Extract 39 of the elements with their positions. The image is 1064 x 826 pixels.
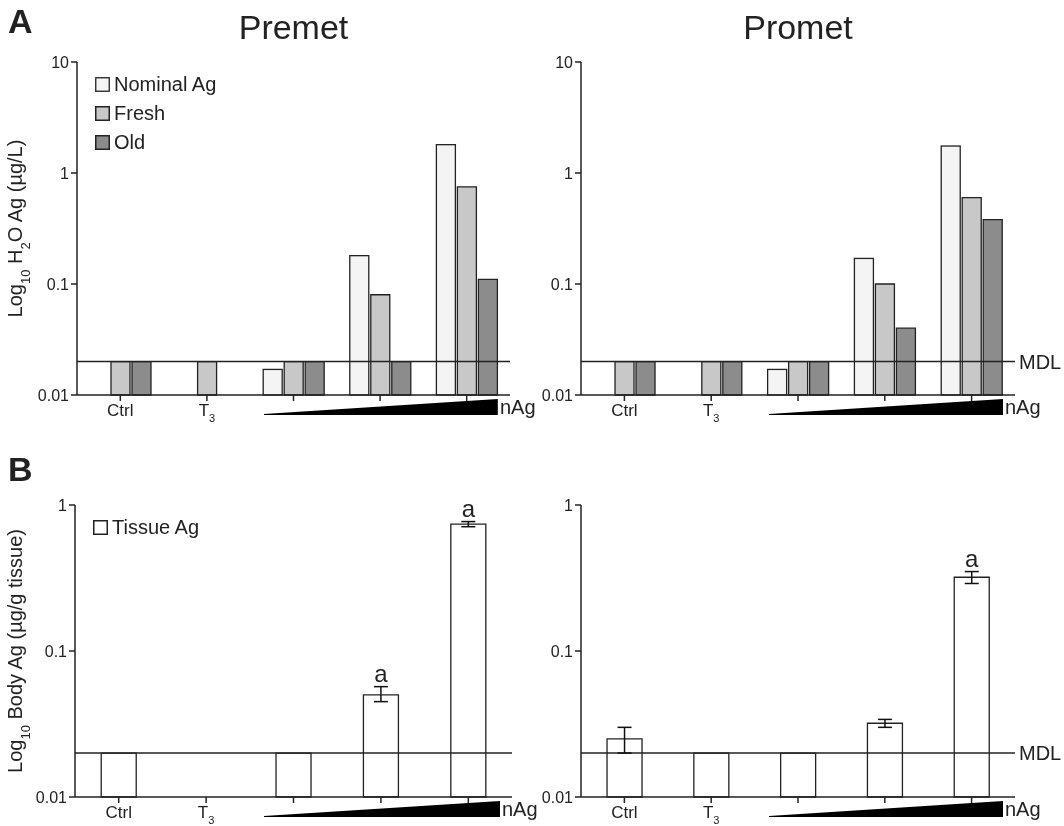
y-tick-label: 0.1 (46, 275, 70, 293)
text: nAg (1005, 798, 1041, 820)
y-tick-label: 0.1 (550, 275, 574, 293)
text: nAg (502, 798, 538, 820)
y-tick-label: 1 (564, 496, 574, 514)
data-label: a (374, 659, 389, 687)
text: nAg (1005, 396, 1041, 418)
text: nAg (500, 396, 536, 418)
x-tick-label: Ctrl (105, 803, 132, 822)
text: A (8, 2, 33, 40)
y-tick-label: 0.01 (35, 788, 68, 806)
legend-label: Old (114, 131, 146, 153)
text: B (8, 450, 33, 488)
ref-line-label: MDL (1019, 742, 1062, 765)
x-tick-label: Ctrl (611, 803, 638, 822)
data-label: a (461, 494, 476, 522)
ref-line-label: MDL (1019, 350, 1062, 373)
y-tick-label: 0.1 (44, 642, 68, 660)
y-tick-label: 1 (58, 496, 68, 514)
y-tick-label: 0.01 (541, 386, 574, 404)
legend-label: Tissue Ag (112, 516, 200, 538)
x-tick-label: Ctrl (611, 401, 638, 420)
legend-label: Nominal Ag (114, 73, 217, 95)
x-tick-label: T$_{3}$ (702, 401, 720, 424)
y-tick-label: 0.1 (550, 642, 574, 660)
y-tick-label: 0.01 (37, 386, 70, 404)
x-tick-label: T$_{3}$ (197, 803, 215, 826)
y-tick-label: 0.01 (541, 788, 574, 806)
y-tick-label: 10 (51, 53, 70, 71)
legend-label: Fresh (114, 102, 166, 124)
x-tick-label: T$_{3}$ (702, 803, 720, 826)
y-tick-label: 1 (60, 164, 70, 182)
x-tick-label: Ctrl (107, 401, 134, 420)
x-tick-label: T$_{3}$ (198, 401, 216, 424)
y-tick-label: 10 (555, 53, 574, 71)
chart-title: Premet (238, 8, 349, 46)
y-tick-label: 1 (564, 164, 574, 182)
data-label: a (965, 544, 980, 572)
chart-title: Promet (743, 8, 853, 46)
